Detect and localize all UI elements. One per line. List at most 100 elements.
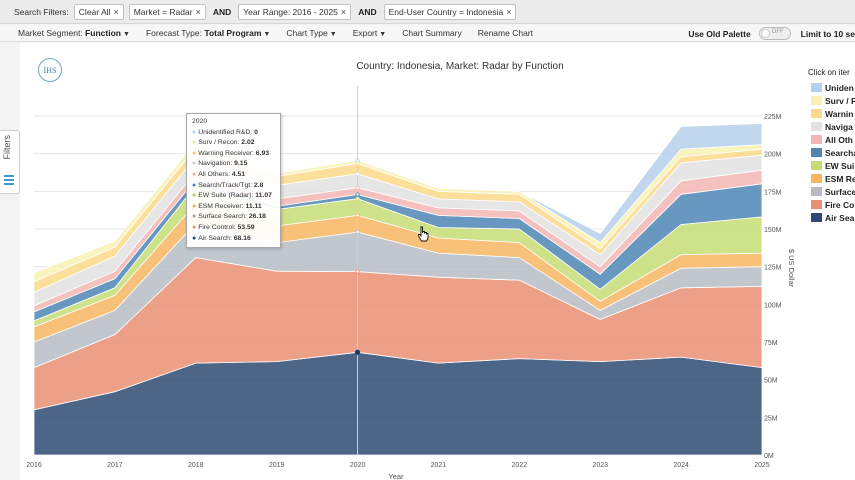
y-tick-label: 75M: [764, 340, 778, 347]
chart-type-dropdown[interactable]: Chart Type ▼: [286, 28, 336, 38]
toggle-knob: [760, 29, 770, 38]
series-dot-icon: ●: [192, 139, 197, 147]
tooltip-series-value: 2.8: [252, 181, 264, 189]
y-tick-label: 125M: [764, 265, 782, 272]
legend-swatch: [811, 174, 822, 183]
legend-item[interactable]: All Oth: [808, 133, 855, 146]
area-unidentified-r-d[interactable]: [33, 123, 763, 274]
menu-icon: [4, 175, 14, 187]
market-filter-chip[interactable]: Market = Radar ×: [128, 3, 206, 20]
legend-label: Air Sea: [825, 212, 855, 223]
close-icon[interactable]: ×: [195, 6, 201, 17]
chart-type-label: Chart Type: [286, 28, 328, 38]
close-icon[interactable]: ×: [113, 6, 119, 17]
tooltip-series-value: 9.15: [232, 160, 248, 168]
tooltip-series-value: 26.18: [246, 213, 266, 221]
y-tick-label: 100M: [764, 302, 782, 309]
x-axis-label: Year: [388, 472, 404, 480]
tooltip-series-name: Navigation:: [198, 160, 233, 168]
tooltip-row: ● Surv / Recon: 2.02: [192, 138, 275, 149]
hover-point: [355, 196, 360, 201]
market-segment-value: Function: [85, 28, 121, 38]
x-tick-label: 2024: [673, 462, 689, 469]
series-dot-icon: ●: [192, 181, 197, 189]
legend-label: Surv / F: [825, 95, 855, 106]
export-dropdown[interactable]: Export ▼: [353, 28, 387, 38]
forecast-type-label: Forecast Type:: [145, 28, 203, 38]
tooltip-row: ● Surface Search: 26.18: [192, 212, 275, 223]
legend-item[interactable]: ESM Re: [808, 172, 855, 185]
legend-swatch: [811, 135, 822, 144]
series-dot-icon: ●: [192, 213, 197, 221]
chart-legend: Click on iter Uniden Surv / F Warnin Naviga…: [808, 68, 855, 224]
legend-item[interactable]: Naviga: [808, 120, 855, 133]
hover-crosshair: [354, 86, 361, 455]
tooltip-series-value: 4.51: [229, 170, 246, 178]
old-palette-toggle[interactable]: OFF: [758, 27, 791, 40]
y-tick-label: 150M: [764, 227, 782, 234]
x-tick-label: 2020: [350, 462, 366, 469]
rename-chart-button[interactable]: Rename Chart: [477, 28, 533, 38]
search-filters-label: Search Filters:: [14, 6, 69, 17]
x-axis-ticks: 2016 2017 2018 2019 2020 2021 2022 2023 2024 2025: [26, 462, 770, 469]
caret-down-icon: ▼: [379, 31, 387, 38]
legend-item[interactable]: EW Sui: [808, 159, 855, 172]
chart-tooltip: 2020 ● Unidentified R&D: 0 ● Surv / Recon: …: [186, 113, 281, 249]
x-tick-label: 2025: [754, 462, 770, 469]
tooltip-row: ● Fire Control: 53.59: [192, 223, 275, 234]
legend-label: Surface: [825, 186, 855, 197]
x-tick-label: 2019: [269, 462, 285, 469]
legend-item[interactable]: Surface: [808, 185, 855, 198]
and-operator: AND: [358, 6, 377, 17]
close-icon[interactable]: ×: [506, 6, 512, 17]
legend-swatch: [811, 109, 822, 118]
market-segment-dropdown[interactable]: Market Segment: Function ▼: [18, 28, 130, 38]
hover-point: [355, 230, 360, 235]
export-label: Export: [352, 28, 378, 38]
legend-item[interactable]: Uniden: [808, 81, 855, 94]
close-icon[interactable]: ×: [340, 6, 347, 17]
series-dot-icon: ●: [192, 170, 197, 178]
tooltip-series-name: Air Search:: [198, 234, 232, 242]
caret-down-icon: ▼: [263, 31, 271, 38]
series-dot-icon: ●: [192, 192, 197, 200]
country-filter-label: End-User Country = Indonesia: [388, 6, 504, 17]
tooltip-series-name: Fire Control:: [198, 223, 236, 231]
caret-down-icon: ▼: [329, 31, 337, 38]
chart-summary-button[interactable]: Chart Summary: [402, 28, 462, 38]
legend-title: Click on iter: [808, 68, 850, 77]
legend-item[interactable]: Air Sea: [808, 211, 855, 224]
y-tick-label: 25M: [764, 415, 778, 422]
tooltip-row: ● Warning Receiver: 6.93: [192, 149, 275, 160]
legend-item[interactable]: Fire Co: [808, 198, 855, 211]
x-tick-label: 2023: [592, 462, 608, 469]
x-tick-label: 2022: [512, 462, 528, 469]
tooltip-row: ● Navigation: 9.15: [192, 159, 275, 170]
legend-label: Warnin: [825, 108, 854, 119]
clear-all-chip[interactable]: Clear All ×: [73, 3, 124, 20]
filters-side-tab[interactable]: Filters: [0, 130, 20, 194]
toolbar-right-group: Use Old Palette OFF Limit to 10 se: [688, 25, 855, 42]
limit-series-label[interactable]: Limit to 10 se: [800, 28, 855, 39]
country-filter-chip[interactable]: End-User Country = Indonesia ×: [383, 3, 517, 20]
chart-toolbar: Market Segment: Function ▼ Forecast Type:…: [0, 25, 855, 42]
tooltip-series-value: 11.11: [243, 202, 262, 210]
year-range-filter-label: Year Range: 2016 - 2025: [243, 6, 338, 17]
old-palette-label: Use Old Palette: [688, 28, 751, 39]
series-dot-icon: ●: [192, 149, 197, 157]
year-range-filter-chip[interactable]: Year Range: 2016 - 2025 ×: [238, 3, 352, 20]
forecast-type-dropdown[interactable]: Forecast Type: Total Program ▼: [146, 28, 270, 38]
and-operator: AND: [212, 6, 232, 17]
legend-swatch: [811, 187, 822, 196]
legend-swatch: [811, 122, 822, 131]
legend-item[interactable]: Searcha: [808, 146, 855, 159]
legend-item[interactable]: Warnin: [808, 107, 855, 120]
tooltip-series-name: Warning Receiver:: [198, 149, 254, 157]
hover-point: [355, 192, 360, 197]
tooltip-series-value: 68.16: [231, 234, 251, 242]
legend-item[interactable]: Surv / F: [808, 94, 855, 107]
tooltip-series-value: 53.59: [235, 223, 255, 231]
hover-point: [355, 269, 360, 274]
x-tick-label: 2018: [188, 462, 204, 469]
